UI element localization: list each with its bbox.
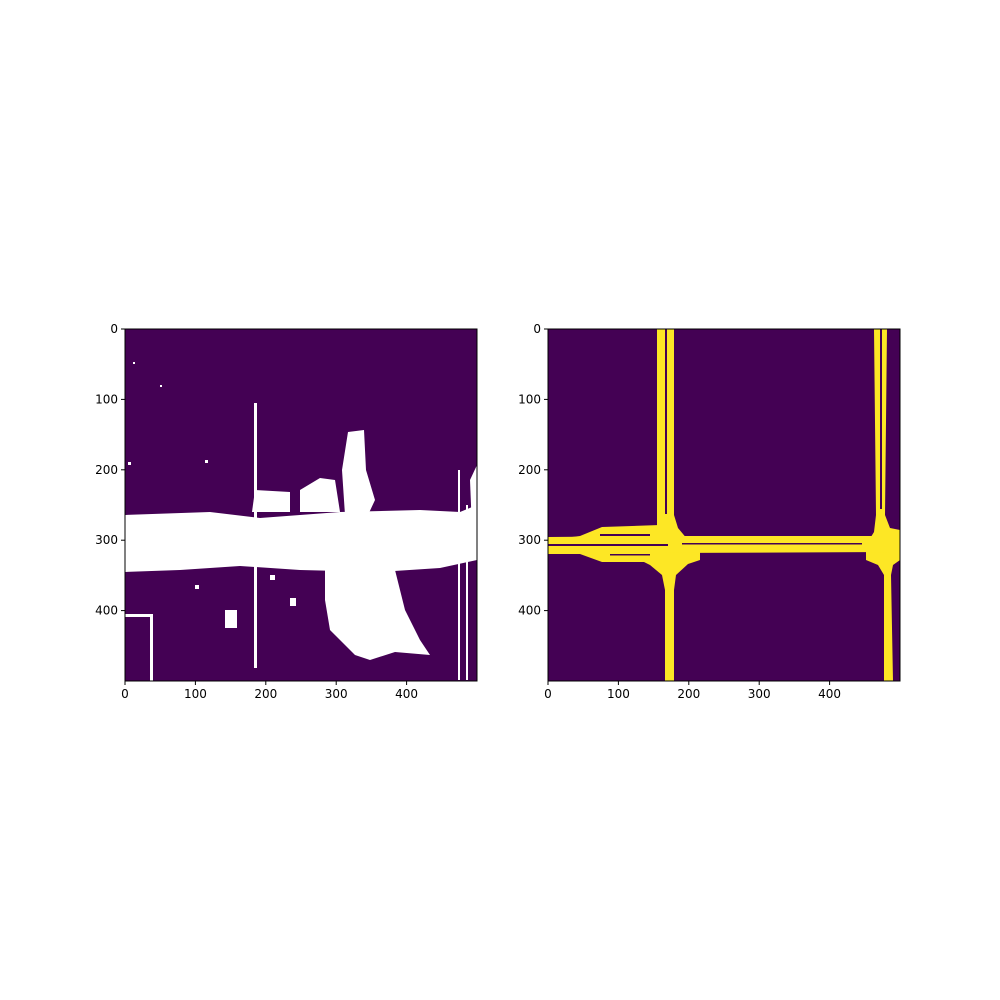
left-y-tick-label: 400 <box>95 604 118 618</box>
road-vertical-right <box>866 329 900 681</box>
left-x-tick-label: 200 <box>254 687 277 701</box>
right-y-tick-label: 300 <box>518 533 541 547</box>
mask-speck <box>160 385 162 387</box>
left-x-tick-label: 400 <box>395 687 418 701</box>
mask-line-right-vertical-2 <box>466 505 468 680</box>
right-y-tick-label: 100 <box>518 392 541 406</box>
left-y-tick-label: 100 <box>95 392 118 406</box>
mask-region-lower <box>325 566 430 660</box>
mask-l-shape-top <box>125 614 153 617</box>
left-x-tick-label: 300 <box>325 687 348 701</box>
road-lane-gap <box>548 544 668 546</box>
right-axes-frame <box>547 328 901 682</box>
road-lane-gap <box>600 534 650 536</box>
road-vertical-left <box>640 329 700 681</box>
left-mask-features <box>125 362 477 681</box>
road-lane-gap <box>610 554 650 556</box>
right-x-tick-label: 400 <box>818 687 841 701</box>
mask-region-upper-2 <box>300 478 340 512</box>
right-y-tick-label: 400 <box>518 604 541 618</box>
mask-line-right-edge <box>470 465 477 530</box>
mask-speck <box>195 585 199 589</box>
right-x-tick-label: 100 <box>607 687 630 701</box>
right-x-tick-label: 300 <box>748 687 771 701</box>
right-x-tick-label: 200 <box>677 687 700 701</box>
right-y-axis: 0 100 200 300 400 <box>518 322 548 618</box>
mask-region-upper <box>342 430 375 515</box>
right-image-background <box>548 329 900 681</box>
left-axes-frame <box>124 328 478 682</box>
right-x-tick-label: 0 <box>544 687 552 701</box>
mask-speck <box>225 610 237 628</box>
left-panel: 0 100 200 300 400 0 100 200 300 400 <box>95 322 478 701</box>
mask-speck <box>205 460 208 463</box>
left-x-axis: 0 100 200 300 400 <box>121 681 418 701</box>
left-y-tick-label: 200 <box>95 463 118 477</box>
road-lane-gap <box>682 543 862 545</box>
right-road-features <box>548 329 900 681</box>
road-lane-gap <box>665 329 667 514</box>
mask-line-left-vertical <box>254 403 257 668</box>
mask-line-right-vertical-1 <box>458 470 460 680</box>
right-x-axis: 0 100 200 300 400 <box>544 681 841 701</box>
right-y-tick-label: 200 <box>518 463 541 477</box>
mask-region-upper-3 <box>252 490 290 512</box>
left-x-tick-label: 100 <box>184 687 207 701</box>
right-y-tick-label: 0 <box>533 322 541 336</box>
mask-l-shape-side <box>150 614 153 681</box>
mask-speck <box>133 362 135 364</box>
left-y-axis: 0 100 200 300 400 <box>95 322 125 618</box>
mask-band-core <box>230 526 400 566</box>
mask-speck <box>128 462 131 465</box>
mask-speck <box>270 575 275 580</box>
road-lane-gap <box>880 329 882 509</box>
right-panel: 0 100 200 300 400 0 100 200 300 400 <box>518 322 901 701</box>
mask-speck <box>290 598 296 606</box>
left-x-tick-label: 0 <box>121 687 129 701</box>
left-y-tick-label: 0 <box>110 322 118 336</box>
left-y-tick-label: 300 <box>95 533 118 547</box>
